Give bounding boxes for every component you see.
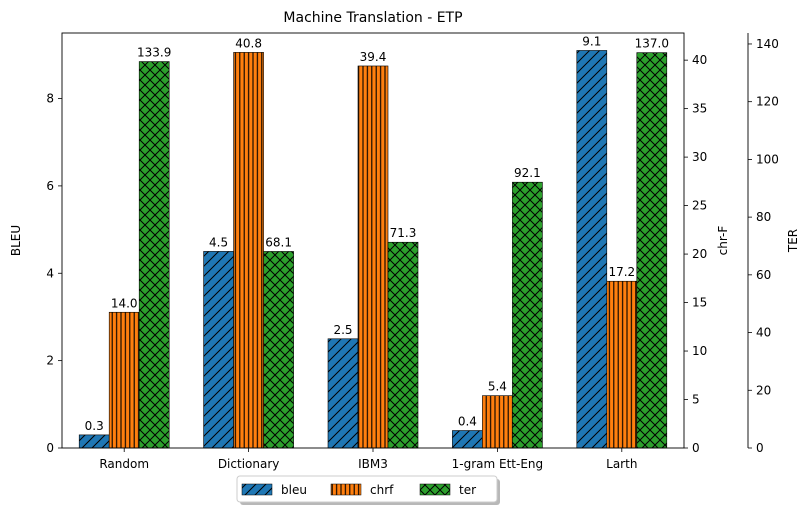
bar-chrf-3 bbox=[482, 395, 513, 449]
legend-swatch-bleu bbox=[241, 483, 273, 496]
bar-chrf-0 bbox=[108, 311, 140, 449]
left-tick-label-4: 8 bbox=[46, 92, 54, 106]
bar-bleu-0 bbox=[78, 434, 110, 449]
x-tick-label-1: Dictionary bbox=[218, 457, 280, 471]
axes-group: Random Dictionary IBM3 1-gram Ett-Eng Larth 0… bbox=[9, 32, 800, 471]
bar-ter-2 bbox=[387, 241, 419, 449]
ter-tick-label-4: 80 bbox=[756, 210, 771, 224]
ter-tick-label-1: 20 bbox=[756, 383, 771, 397]
chrf-tick-label-7: 35 bbox=[692, 102, 707, 116]
data-label-chrf-0: 14.0 bbox=[111, 296, 138, 310]
ter-tick-label-3: 60 bbox=[756, 268, 771, 282]
left-tick-label-2: 4 bbox=[46, 266, 54, 280]
chrf-tick-label-3: 15 bbox=[692, 296, 707, 310]
bar-ter-1 bbox=[263, 251, 294, 449]
ter-tick-label-2: 40 bbox=[756, 326, 771, 340]
bars-group bbox=[78, 50, 668, 449]
bar-chrf-1 bbox=[233, 52, 264, 449]
data-label-chrf-1: 40.8 bbox=[235, 36, 262, 50]
x-tick-label-0: Random bbox=[99, 457, 149, 471]
bar-bleu-2 bbox=[327, 338, 359, 449]
data-label-ter-0: 133.9 bbox=[137, 46, 171, 60]
bar-bleu-3 bbox=[452, 430, 483, 449]
chrf-tick-label-5: 25 bbox=[692, 199, 707, 213]
data-label-ter-1: 68.1 bbox=[265, 235, 292, 249]
data-labels-group: 0.3 14.0 133.9 4.5 40.8 68.1 2.5 39.4 71.3 0.4 5.4… bbox=[85, 34, 669, 432]
data-label-bleu-3: 0.4 bbox=[458, 415, 477, 429]
data-label-chrf-2: 39.4 bbox=[360, 50, 387, 64]
y-axis-label-bleu: BLEU bbox=[9, 225, 23, 256]
legend-label-bleu: bleu bbox=[281, 483, 307, 497]
data-label-chrf-4: 17.2 bbox=[608, 265, 635, 279]
ter-tick-label-5: 100 bbox=[756, 152, 779, 166]
chrf-tick-label-6: 30 bbox=[692, 150, 707, 164]
bar-ter-3 bbox=[512, 181, 543, 449]
legend-label-chrf: chrf bbox=[370, 483, 394, 497]
legend-label-ter: ter bbox=[459, 483, 476, 497]
bar-chrf-2 bbox=[357, 65, 389, 449]
chart-title: Machine Translation - ETP bbox=[283, 10, 462, 26]
ter-tick-label-7: 140 bbox=[756, 37, 779, 51]
bar-bleu-1 bbox=[203, 251, 234, 449]
chrf-tick-label-2: 10 bbox=[692, 344, 707, 358]
data-label-chrf-3: 5.4 bbox=[488, 380, 507, 394]
left-tick-label-0: 0 bbox=[46, 441, 54, 455]
bar-bleu-4 bbox=[576, 50, 608, 449]
chrf-tick-label-4: 20 bbox=[692, 247, 707, 261]
left-tick-label-1: 2 bbox=[46, 354, 54, 368]
legend: bleu chrf ter bbox=[236, 475, 500, 505]
x-tick-label-3: 1-gram Ett-Eng bbox=[452, 457, 544, 471]
legend-box bbox=[236, 475, 498, 503]
data-label-bleu-1: 4.5 bbox=[209, 235, 228, 249]
bar-ter-4 bbox=[636, 52, 668, 449]
bar-ter-0 bbox=[138, 61, 170, 449]
chrf-tick-label-0: 0 bbox=[692, 441, 700, 455]
legend-swatch-chrf bbox=[330, 483, 362, 496]
legend-swatch-ter bbox=[419, 483, 451, 496]
left-tick-label-3: 6 bbox=[46, 179, 54, 193]
plot-frame bbox=[61, 32, 685, 449]
y-axis-label-chrf: chr-F bbox=[716, 226, 730, 256]
chrf-tick-label-8: 40 bbox=[692, 53, 707, 67]
bar-chrf-4 bbox=[606, 280, 638, 449]
data-label-ter-2: 71.3 bbox=[390, 226, 417, 240]
data-label-bleu-2: 2.5 bbox=[333, 323, 352, 337]
ter-tick-label-6: 120 bbox=[756, 95, 779, 109]
data-label-bleu-0: 0.3 bbox=[85, 419, 104, 433]
x-tick-label-4: Larth bbox=[606, 457, 637, 471]
data-label-bleu-4: 9.1 bbox=[582, 34, 601, 48]
data-label-ter-3: 92.1 bbox=[514, 166, 541, 180]
x-tick-label-2: IBM3 bbox=[358, 457, 388, 471]
ter-tick-label-0: 0 bbox=[756, 441, 764, 455]
y-axis-label-ter: TER bbox=[786, 229, 800, 253]
data-label-ter-4: 137.0 bbox=[635, 37, 669, 51]
chrf-tick-label-1: 5 bbox=[692, 393, 700, 407]
